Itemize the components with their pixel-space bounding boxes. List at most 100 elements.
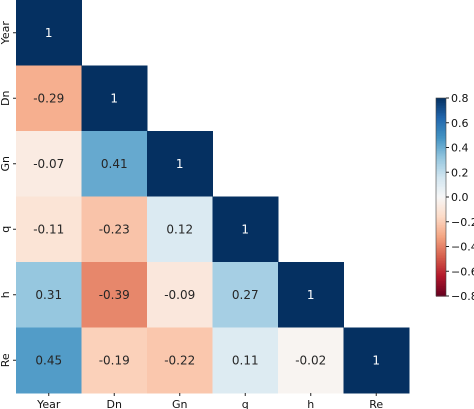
heatmap-cell-value: 0.31 — [35, 288, 62, 302]
colorbar-segment — [436, 131, 446, 134]
colorbar-segment — [436, 124, 446, 127]
colorbar-segment — [436, 234, 446, 238]
colorbar-segment — [436, 145, 446, 149]
colorbar-segment — [436, 155, 446, 158]
colorbar-segment — [436, 221, 446, 224]
x-tick-label-year: Year — [36, 398, 61, 409]
heatmap-cell-re-re — [343, 327, 410, 394]
colorbar-segment — [436, 233, 446, 236]
colorbar-segment — [436, 201, 446, 205]
y-tick-label-h: h — [0, 291, 12, 298]
colorbar-segment — [436, 282, 446, 286]
colorbar-segment — [436, 253, 446, 256]
colorbar-segment — [436, 104, 446, 107]
heatmap-cell-value: 1 — [176, 157, 184, 171]
colorbar-segment — [436, 152, 446, 155]
colorbar-segment — [436, 276, 446, 279]
colorbar-segment — [436, 188, 446, 191]
heatmap-cell-value: -0.29 — [33, 91, 64, 105]
colorbar-segment — [436, 190, 446, 193]
heatmap-cell-re-h — [278, 327, 344, 394]
colorbar-tick-label: −0.8 — [451, 290, 474, 303]
colorbar-segment — [436, 203, 446, 206]
heatmap-cell-q-dn — [81, 196, 148, 263]
colorbar-tick-label: −0.2 — [451, 216, 474, 229]
heatmap-cell-value: 1 — [372, 353, 380, 367]
colorbar-segment — [436, 168, 446, 172]
colorbar-segment — [436, 215, 446, 218]
colorbar-segment — [436, 198, 446, 201]
colorbar-segment — [436, 127, 446, 130]
colorbar-tick-label: −0.4 — [451, 241, 474, 254]
heatmap-cell-value: 0.12 — [166, 222, 193, 236]
colorbar-segment — [436, 216, 446, 220]
colorbar-segment — [436, 271, 446, 274]
colorbar-segment — [436, 106, 446, 109]
colorbar-segment — [436, 206, 446, 210]
heatmap-cell-gn-gn — [147, 131, 213, 197]
colorbar: 0.8 0.6 0.4 0.2 0.0 −0.2 −0.4 −0.6 −0.8 — [435, 92, 474, 303]
colorbar-segment — [436, 218, 446, 221]
heatmap-cell-value: -0.02 — [295, 353, 326, 367]
colorbar-segment — [436, 147, 446, 150]
heatmap-cell-value: 0.41 — [101, 157, 128, 171]
colorbar-segment — [436, 165, 446, 168]
heatmap-cell-year-year — [16, 0, 82, 66]
y-tick-label-re: Re — [0, 353, 12, 367]
colorbar-segment — [436, 210, 446, 213]
colorbar-segment — [436, 164, 446, 167]
heatmap-cell-h-gn — [147, 262, 213, 328]
x-tick-label-re: Re — [369, 398, 383, 409]
colorbar-segment — [436, 144, 446, 147]
colorbar-segment — [436, 241, 446, 244]
colorbar-segment — [436, 178, 446, 182]
colorbar-segment — [436, 274, 446, 277]
x-tick-label-h: h — [307, 398, 314, 409]
colorbar-segment — [436, 187, 446, 190]
colorbar-segment — [436, 225, 446, 228]
colorbar-segment — [436, 258, 446, 261]
colorbar-segment — [436, 230, 446, 233]
colorbar-segment — [436, 226, 446, 229]
colorbar-segment — [436, 195, 446, 198]
x-tick-label-q: q — [242, 398, 249, 409]
heatmap-cell-re-gn — [147, 327, 213, 394]
heatmap-cell-value: -0.11 — [33, 222, 64, 236]
colorbar-segment — [436, 239, 446, 243]
colorbar-segment — [436, 205, 446, 208]
heatmap-cell-re-year — [16, 327, 82, 394]
colorbar-segment — [436, 248, 446, 251]
colorbar-segment — [436, 272, 446, 276]
y-axis-ticks: Year Dn Gn q h Re — [0, 21, 16, 367]
colorbar-segment — [436, 172, 446, 175]
colorbar-segment — [436, 107, 446, 111]
heatmap-cell-value: -0.22 — [164, 353, 195, 367]
colorbar-segment — [436, 287, 446, 290]
heatmap-cell-labels: 1 -0.29 1 -0.07 0.41 1 -0.11 -0.23 0.12 1 0.31 -0.3… — [33, 26, 380, 368]
colorbar-segment — [436, 197, 446, 200]
colorbar-segment — [436, 119, 446, 122]
colorbar-segment — [436, 264, 446, 267]
colorbar-segment — [436, 213, 446, 216]
colorbar-segment — [436, 256, 446, 259]
heatmap-cell-value: 0.45 — [35, 353, 62, 367]
colorbar-segment — [436, 99, 446, 102]
colorbar-segment — [436, 292, 446, 295]
colorbar-segment — [436, 154, 446, 157]
colorbar-segment — [436, 116, 446, 119]
colorbar-segment — [436, 132, 446, 135]
colorbar-segment — [436, 220, 446, 223]
colorbar-segment — [436, 137, 446, 140]
heatmap-cell-h-h — [278, 262, 344, 328]
colorbar-segment — [436, 244, 446, 248]
colorbar-segment — [436, 251, 446, 254]
heatmap-cell-gn-year — [16, 131, 82, 197]
colorbar-segment — [436, 267, 446, 271]
colorbar-segment — [436, 238, 446, 241]
heatmap-cell-value: 1 — [110, 91, 118, 105]
heatmap-cell-dn-year — [16, 65, 82, 132]
colorbar-segment — [436, 279, 446, 282]
colorbar-segment — [436, 249, 446, 253]
colorbar-segment — [436, 211, 446, 215]
colorbar-segment — [436, 236, 446, 239]
